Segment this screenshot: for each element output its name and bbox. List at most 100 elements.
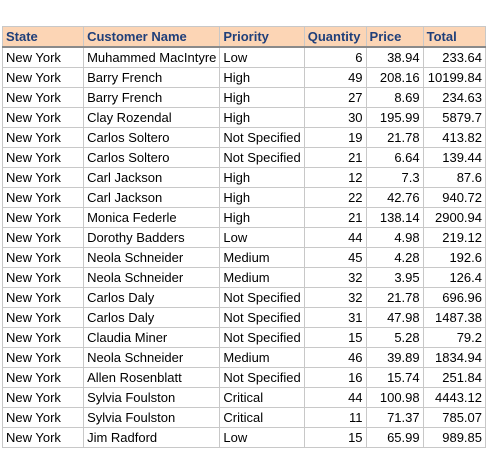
cell-state[interactable]: New York <box>1 147 85 168</box>
cell-quantity[interactable]: 30 <box>303 107 367 128</box>
cell-customer-name[interactable]: Jim Radford <box>83 427 221 448</box>
cell-customer-name[interactable]: Carlos Daly <box>83 307 221 328</box>
cell-quantity[interactable]: 27 <box>303 87 367 108</box>
cell-priority[interactable]: Not Specified <box>219 147 305 168</box>
cell-price[interactable]: 6.64 <box>365 147 424 168</box>
cell-state[interactable]: New York <box>1 347 85 368</box>
cell-state[interactable]: New York <box>1 87 85 108</box>
cell-customer-name[interactable]: Sylvia Foulston <box>83 407 221 428</box>
cell-priority[interactable]: Not Specified <box>219 287 305 308</box>
cell-price[interactable]: 208.16 <box>365 67 424 88</box>
cell-price[interactable]: 195.99 <box>365 107 424 128</box>
cell-customer-name[interactable]: Carl Jackson <box>83 187 221 208</box>
cell-priority[interactable]: Medium <box>219 347 305 368</box>
cell-state[interactable]: New York <box>1 207 85 228</box>
cell-total[interactable]: 989.85 <box>422 427 486 448</box>
cell-customer-name[interactable]: Monica Federle <box>83 207 221 228</box>
cell-total[interactable]: 2900.94 <box>422 207 486 228</box>
cell-total[interactable]: 234.63 <box>422 87 486 108</box>
cell-state[interactable]: New York <box>1 107 85 128</box>
cell-total[interactable]: 696.96 <box>422 287 486 308</box>
header-quantity[interactable]: Quantity <box>303 26 367 48</box>
cell-total[interactable]: 1487.38 <box>422 307 486 328</box>
cell-total[interactable]: 79.2 <box>422 327 486 348</box>
cell-price[interactable]: 71.37 <box>365 407 424 428</box>
cell-quantity[interactable]: 49 <box>303 67 367 88</box>
cell-price[interactable]: 7.3 <box>365 167 424 188</box>
cell-state[interactable]: New York <box>1 427 85 448</box>
cell-quantity[interactable]: 21 <box>303 207 367 228</box>
cell-quantity[interactable]: 15 <box>303 427 367 448</box>
cell-total[interactable]: 251.84 <box>422 367 486 388</box>
cell-price[interactable]: 21.78 <box>365 287 424 308</box>
cell-total[interactable]: 5879.7 <box>422 107 486 128</box>
cell-customer-name[interactable]: Carlos Daly <box>83 287 221 308</box>
cell-state[interactable]: New York <box>1 327 85 348</box>
cell-customer-name[interactable]: Claudia Miner <box>83 327 221 348</box>
cell-state[interactable]: New York <box>1 187 85 208</box>
cell-price[interactable]: 100.98 <box>365 387 424 408</box>
cell-customer-name[interactable]: Neola Schneider <box>83 267 221 288</box>
cell-priority[interactable]: Not Specified <box>219 307 305 328</box>
header-customer-name[interactable]: Customer Name <box>83 26 221 48</box>
cell-state[interactable]: New York <box>1 307 85 328</box>
cell-customer-name[interactable]: Carlos Soltero <box>83 127 221 148</box>
cell-priority[interactable]: Not Specified <box>219 367 305 388</box>
cell-price[interactable]: 38.94 <box>365 46 424 68</box>
header-total[interactable]: Total <box>422 26 486 48</box>
cell-priority[interactable]: Medium <box>219 247 305 268</box>
cell-priority[interactable]: High <box>219 187 305 208</box>
cell-total[interactable]: 219.12 <box>422 227 486 248</box>
cell-quantity[interactable]: 11 <box>303 407 367 428</box>
cell-quantity[interactable]: 15 <box>303 327 367 348</box>
cell-quantity[interactable]: 44 <box>303 227 367 248</box>
cell-state[interactable]: New York <box>1 407 85 428</box>
cell-customer-name[interactable]: Muhammed MacIntyre <box>83 46 221 68</box>
cell-state[interactable]: New York <box>1 67 85 88</box>
cell-price[interactable]: 5.28 <box>365 327 424 348</box>
header-priority[interactable]: Priority <box>219 26 305 48</box>
cell-priority[interactable]: Critical <box>219 407 305 428</box>
cell-total[interactable]: 233.64 <box>422 46 486 68</box>
cell-customer-name[interactable]: Neola Schneider <box>83 347 221 368</box>
cell-customer-name[interactable]: Dorothy Badders <box>83 227 221 248</box>
cell-total[interactable]: 1834.94 <box>422 347 486 368</box>
cell-customer-name[interactable]: Carl Jackson <box>83 167 221 188</box>
cell-customer-name[interactable]: Barry French <box>83 67 221 88</box>
cell-quantity[interactable]: 31 <box>303 307 367 328</box>
cell-quantity[interactable]: 32 <box>303 267 367 288</box>
cell-priority[interactable]: High <box>219 207 305 228</box>
cell-total[interactable]: 87.6 <box>422 167 486 188</box>
cell-price[interactable]: 65.99 <box>365 427 424 448</box>
cell-quantity[interactable]: 45 <box>303 247 367 268</box>
cell-price[interactable]: 4.28 <box>365 247 424 268</box>
cell-priority[interactable]: High <box>219 107 305 128</box>
cell-quantity[interactable]: 12 <box>303 167 367 188</box>
cell-price[interactable]: 39.89 <box>365 347 424 368</box>
header-state[interactable]: State <box>1 26 85 48</box>
cell-priority[interactable]: Critical <box>219 387 305 408</box>
header-price[interactable]: Price <box>365 26 424 48</box>
cell-price[interactable]: 47.98 <box>365 307 424 328</box>
cell-priority[interactable]: Not Specified <box>219 127 305 148</box>
cell-quantity[interactable]: 22 <box>303 187 367 208</box>
cell-state[interactable]: New York <box>1 167 85 188</box>
cell-total[interactable]: 940.72 <box>422 187 486 208</box>
cell-total[interactable]: 785.07 <box>422 407 486 428</box>
cell-quantity[interactable]: 6 <box>303 46 367 68</box>
cell-state[interactable]: New York <box>1 367 85 388</box>
cell-priority[interactable]: High <box>219 167 305 188</box>
cell-price[interactable]: 8.69 <box>365 87 424 108</box>
cell-customer-name[interactable]: Sylvia Foulston <box>83 387 221 408</box>
cell-priority[interactable]: High <box>219 67 305 88</box>
cell-priority[interactable]: Medium <box>219 267 305 288</box>
cell-state[interactable]: New York <box>1 46 85 68</box>
cell-total[interactable]: 413.82 <box>422 127 486 148</box>
cell-quantity[interactable]: 16 <box>303 367 367 388</box>
cell-state[interactable]: New York <box>1 287 85 308</box>
cell-priority[interactable]: Low <box>219 46 305 68</box>
cell-priority[interactable]: Low <box>219 227 305 248</box>
cell-total[interactable]: 139.44 <box>422 147 486 168</box>
cell-price[interactable]: 15.74 <box>365 367 424 388</box>
cell-quantity[interactable]: 44 <box>303 387 367 408</box>
